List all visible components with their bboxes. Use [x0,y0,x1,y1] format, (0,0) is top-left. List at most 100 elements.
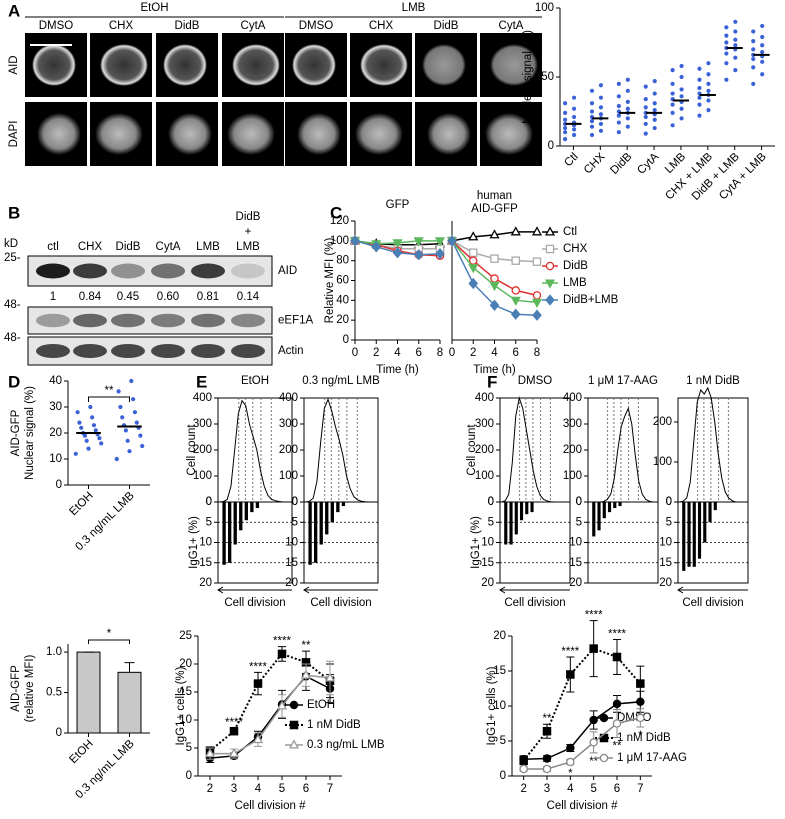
data-point [643,131,648,136]
marker [510,296,521,307]
blot-strip [27,306,273,335]
y-axis-label: Cell count [466,424,478,476]
band [231,263,265,279]
data-point [598,112,604,117]
y-tick-label: 100 [330,235,349,247]
x-tick-label: 5 [590,783,596,795]
cell [32,44,76,86]
x-tick-label: 4 [491,347,498,359]
marker [300,669,312,679]
y2-tick-label: 10 [199,537,212,549]
y-tick-label: 0 [186,770,192,782]
marker [532,291,542,300]
bar [117,671,142,734]
y2-tick-label: 15 [659,557,672,569]
data-point [79,425,84,430]
row-label: DAPI [8,121,20,148]
data-point [643,114,648,120]
legend-label: 1 nM DidB [307,719,361,731]
significance-label: **** [225,717,243,729]
x-axis-label: Cell division [504,597,565,609]
data-point [571,132,577,138]
x-tick-label: 8 [534,347,540,359]
data-point [116,389,121,394]
data-point [670,102,675,107]
y-tick-label: 5 [500,735,506,747]
x-tick-label: 6 [614,783,620,795]
x-tick-label: CytA [635,151,661,177]
data-point [679,116,684,121]
data-point [724,45,729,51]
y-tick-label: 300 [193,418,212,430]
y-tick-label: 0 [576,496,582,508]
data-point [589,88,595,93]
plot-frame [499,397,571,584]
data-point [652,108,657,113]
data-point [760,59,765,64]
y2-tick-label: 20 [199,577,212,589]
x-tick-label: 8 [437,347,443,359]
band-quant: 0.84 [79,291,102,303]
size-marker: 25- [4,252,21,264]
marker [324,672,336,682]
marker [599,753,609,763]
y-tick-label: 300 [563,418,582,430]
y-tick-label: 20 [49,427,62,439]
data-point [616,103,621,109]
y2-tick-label: 5 [666,516,672,528]
y-tick-label: 80 [336,255,349,267]
y2-tick-label: 0 [206,496,212,508]
y-axis-label: AID-GFP [10,409,22,456]
igg1-bar [607,502,612,513]
cell [95,113,143,155]
x-axis-label: Cell division [224,597,285,609]
y-tick-label: 0 [343,334,349,346]
data-point [120,415,125,420]
marker [545,294,555,306]
data-point [706,72,711,77]
x-tick-label: 6 [513,347,519,359]
y2-tick-label: 20 [481,577,494,589]
lane-label: ctl [47,241,59,253]
marker [392,239,403,249]
y2-axis-label: IgG1+ (%) [188,516,200,569]
igg1-bar [244,502,248,521]
marker [204,747,216,758]
unit-label: kD [4,238,18,250]
x-axis-label: Cell division [310,597,371,609]
y-tick-label: 200 [653,416,672,428]
y-tick-label: 100 [653,456,672,468]
marker [277,649,287,659]
y-tick-label: 10 [493,700,506,712]
band [111,313,145,328]
marker [289,720,299,730]
data-point [670,68,675,73]
marker [612,719,622,728]
y2-tick-label: 5 [292,516,298,528]
row-label: AID [8,55,20,74]
panel-label: D [8,372,20,391]
y-tick-label: 0.5 [46,687,62,699]
data-point [733,29,738,34]
panel-label: F [487,372,497,391]
igg1-bar [341,502,346,507]
y-tick-label: 400 [193,392,212,404]
data-point [598,121,604,127]
y-tick-label: 300 [279,418,298,430]
y-tick-label: 0 [56,727,62,739]
marker [392,247,403,259]
marker [531,226,543,236]
data-point [679,94,684,99]
data-point [589,124,595,129]
igg1-bar [308,502,312,565]
chart-title: 1 μM 17-AAG [588,375,658,387]
data-point [697,77,702,82]
panel-label: B [8,203,20,222]
data-point [589,109,595,114]
marker [490,274,499,283]
significance-label: ** [105,385,114,397]
marker [371,241,382,253]
data-point [138,433,143,438]
y2-tick-label: 15 [199,557,212,569]
band [73,344,107,358]
